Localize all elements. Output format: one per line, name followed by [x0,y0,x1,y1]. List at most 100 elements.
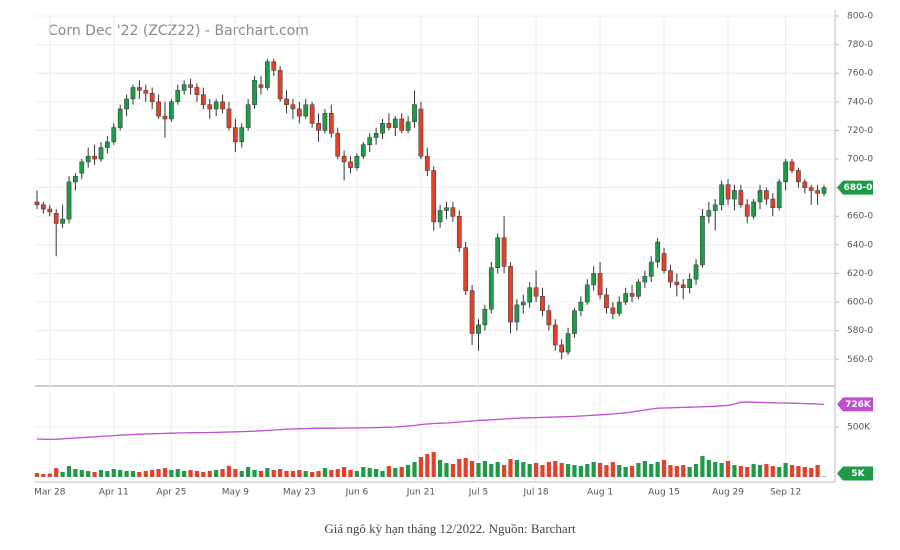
volume-bar [501,465,507,477]
candle-body [98,147,104,160]
candle-body [162,115,168,120]
volume-bar [367,468,372,477]
candle-body [399,118,405,131]
candle-body [604,294,609,309]
x-tick-label: Sep 12 [770,488,801,498]
y-tick-label: 700-0 [847,155,873,165]
candle-body [169,101,174,120]
candle-body [149,92,155,103]
volume-bar [246,467,251,477]
candle-body [405,121,411,131]
candle-body [732,190,737,200]
candle-body [258,84,264,88]
volume-bar [815,465,820,477]
volume-bar [265,468,270,477]
volume-bar [610,462,615,477]
candle-body [303,104,309,117]
candle-body [418,108,424,157]
volume-bar [220,469,225,477]
candle-body [316,123,321,131]
candle-body [328,113,334,134]
x-tick-label: May 23 [283,488,316,498]
candle-body [661,253,667,271]
candle-body [655,241,660,263]
candle-body [252,80,257,105]
candle-body [578,301,584,311]
volume-bar [457,459,462,477]
candle-body [764,190,769,200]
candle-body [495,237,501,268]
volume-bar [777,467,782,477]
open-interest-tag-label: 726K [845,400,872,410]
volume-bar [303,471,308,477]
volume-bar [783,463,788,477]
volume-bar [73,469,78,477]
candle-body [156,101,161,117]
volume-bar [271,470,276,477]
candle-body [674,281,680,286]
volume-bar [636,463,641,477]
volume-bar [118,470,123,477]
volume-bar [629,466,635,477]
volume-bar [604,465,609,477]
y-tick-label: 760-0 [847,69,873,79]
candle-body [412,104,417,123]
candle-body [636,281,641,297]
volume-bar [130,471,136,477]
volume-bar [623,467,628,477]
candle-body [757,190,763,203]
volume-bar [207,471,212,477]
x-tick-label: Apr 25 [156,488,186,498]
candle-body [264,61,270,88]
volume-bar [322,468,328,477]
candle-body [584,284,590,303]
volume-bar [681,465,686,477]
candle-body [181,84,187,91]
volume-bar [476,463,481,477]
volume-bar [809,468,814,477]
candle-body [744,204,750,217]
volume-bar [437,460,443,477]
volume-bar [514,460,519,477]
volume-bar [738,466,743,477]
volume-bar [597,463,603,477]
volume-bar [66,466,72,477]
volume-bar [585,464,590,477]
volume-bar [201,472,206,477]
volume-bar [687,467,692,477]
x-tick-label: Aug 1 [587,488,613,498]
candle-body [105,141,110,148]
volume-bar [706,460,711,477]
volume-bar [533,463,539,477]
candle-body [386,123,392,128]
candle-body [232,127,238,143]
candle-body [751,201,756,217]
volume-bar [342,467,347,477]
candle-body [73,175,78,183]
candle-body [623,293,629,303]
caption: Giá ngô kỳ hạn tháng 12/2022. Nguồn: Bar… [324,521,576,536]
candle-body [53,213,59,224]
volume-bar [591,462,596,477]
volume-bar [214,470,219,477]
volume-bar [617,465,622,477]
volume-bar [143,471,148,477]
volume-bar [175,469,180,477]
candle-body [559,344,565,353]
volume-tag-label: 5K [851,469,865,479]
candle-body [456,215,462,248]
volume-bar [463,458,468,477]
candle-body [482,308,488,326]
x-tick-label: Mar 28 [34,488,66,498]
candle-body [693,264,699,280]
volume-bar [92,472,97,477]
volume-bar [278,469,283,477]
candle-body [188,84,193,88]
candle-body [367,137,373,145]
volume-bar [764,464,769,477]
volume-bar [137,472,142,477]
x-tick-label: May 9 [222,488,249,498]
volume-bar [757,465,763,477]
candle-body [341,155,347,163]
x-tick-label: Jun 21 [406,488,435,498]
